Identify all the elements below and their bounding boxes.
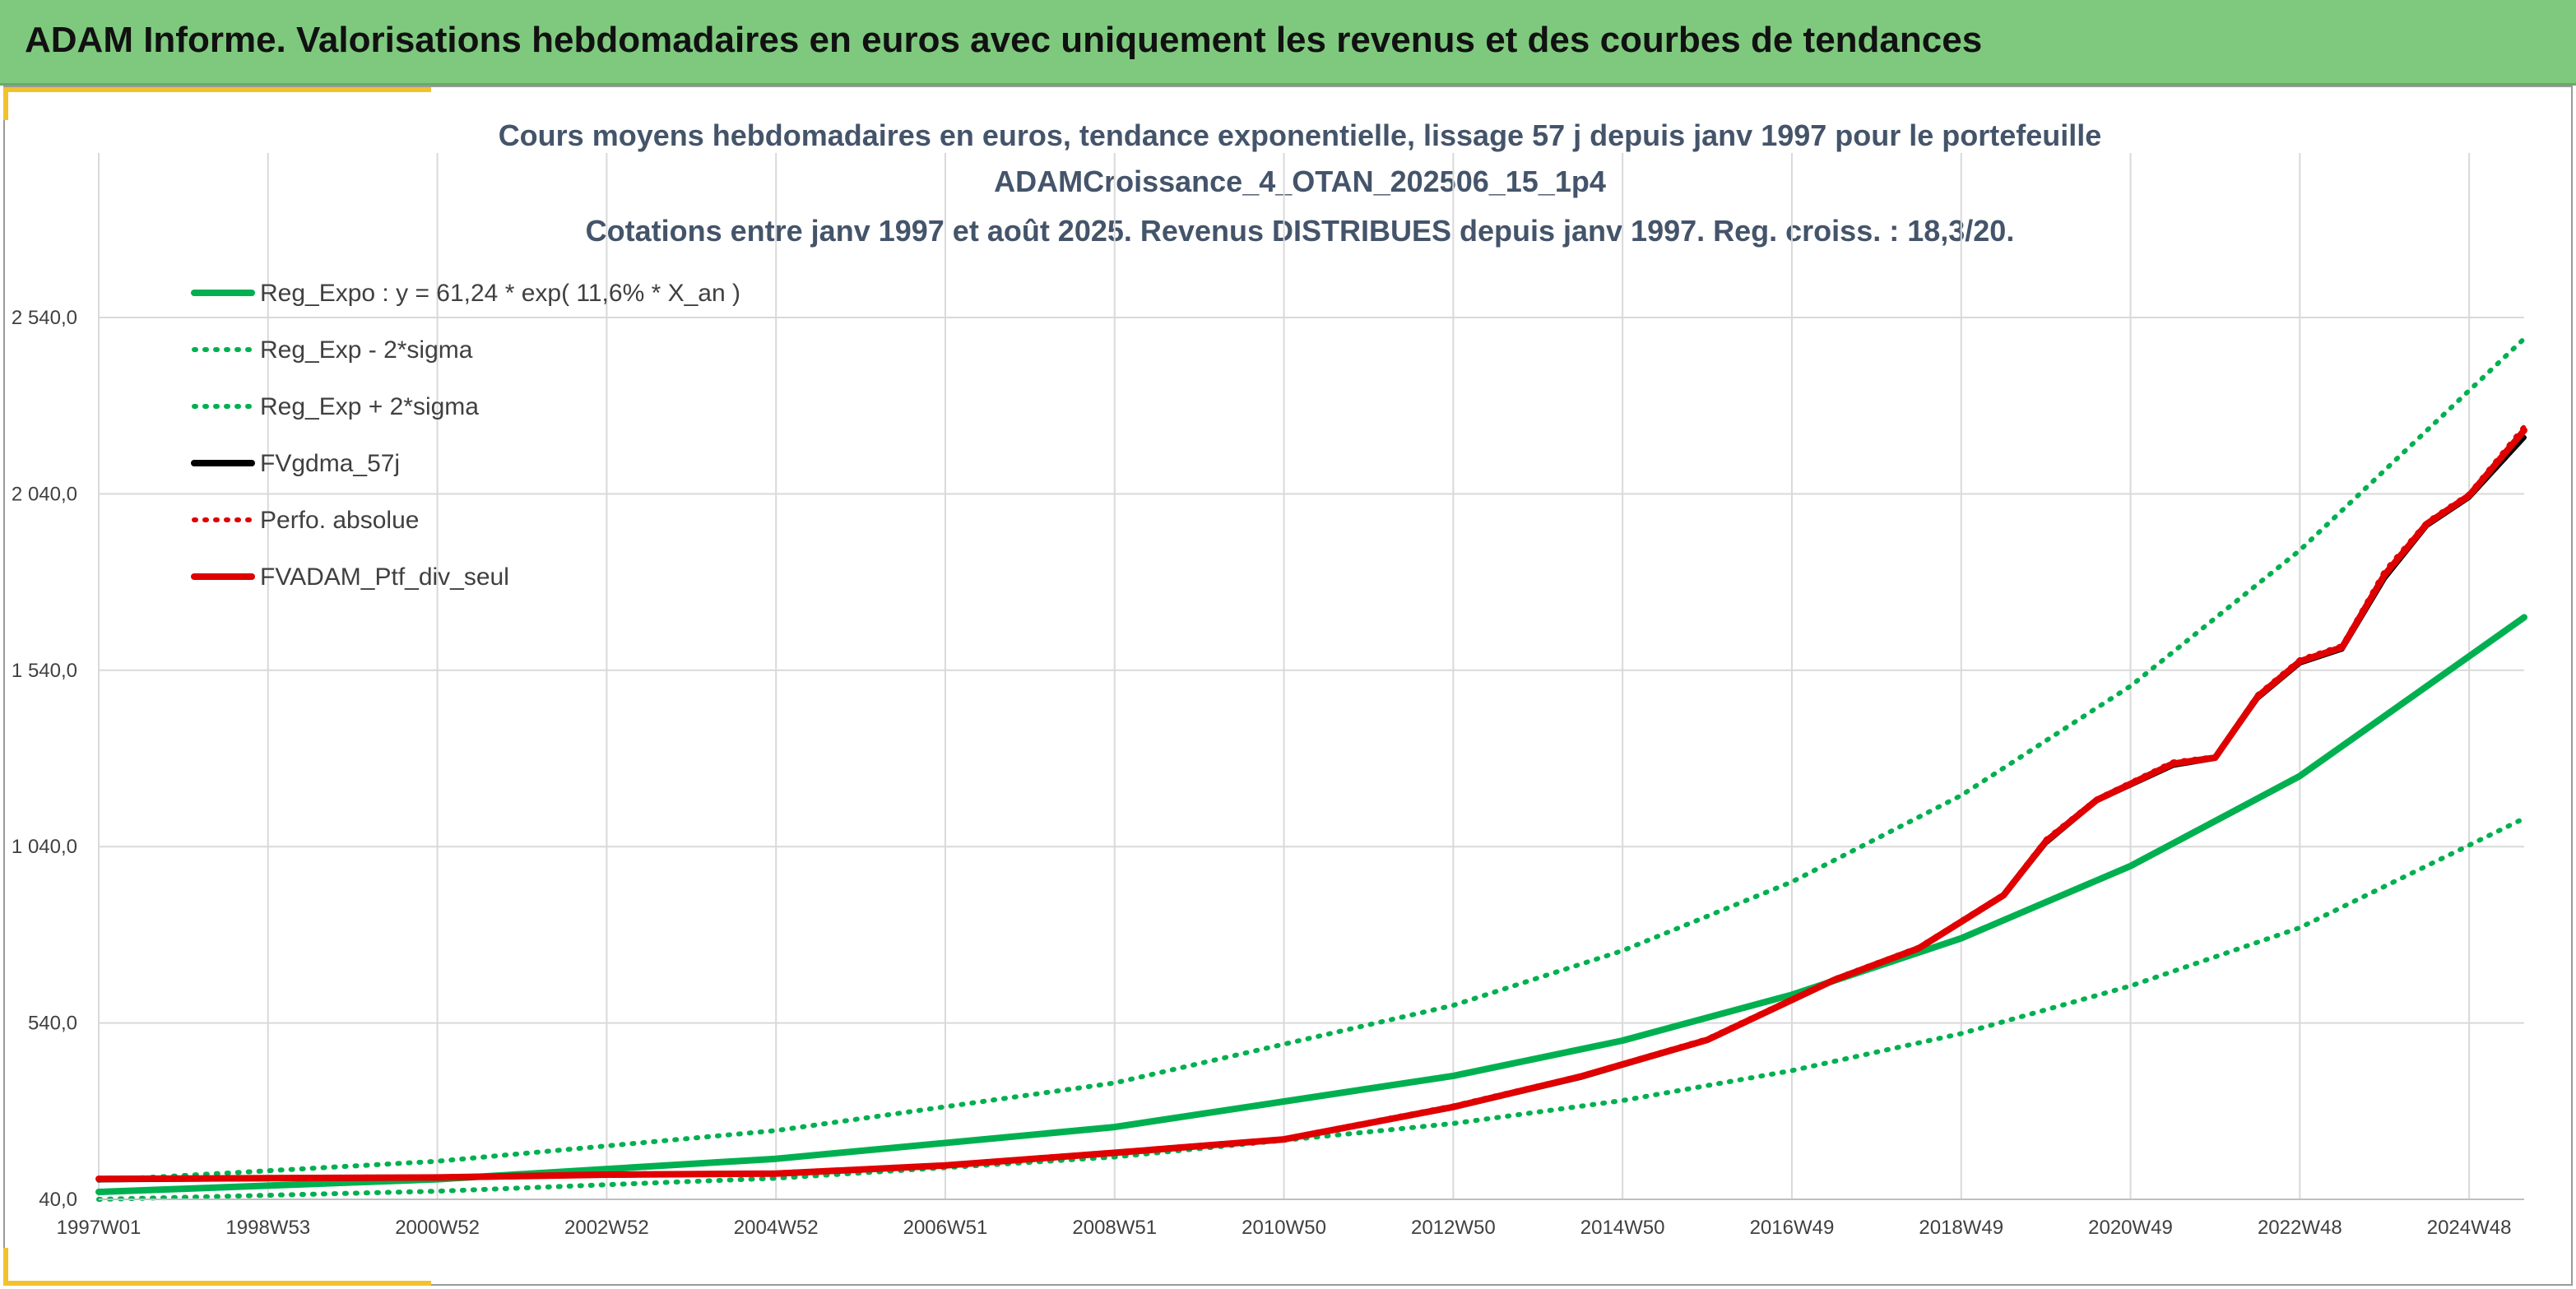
x-tick-label: 2000W52 — [395, 1217, 480, 1239]
legend-label: Reg_Exp - 2*sigma — [260, 336, 473, 364]
plot-series — [95, 336, 2527, 1202]
banner-title: ADAM Informe. Valorisations hebdomadaire… — [25, 20, 1983, 60]
legend-label: Perfo. absolue — [260, 507, 419, 534]
x-tick-label: 2018W49 — [1919, 1217, 2003, 1239]
series-line-2 — [96, 336, 2527, 1183]
legend-label: Reg_Expo : y = 61,24 * exp( 11,6% * X_an… — [260, 280, 740, 307]
accent-top-left-edge — [3, 87, 8, 120]
x-tick-label: 2010W50 — [1242, 1217, 1326, 1239]
legend: Reg_Expo : y = 61,24 * exp( 11,6% * X_an… — [191, 280, 740, 591]
accent-top-left-bar — [3, 87, 431, 92]
chart-title: Cours moyens hebdomadaires en euros, ten… — [499, 118, 2102, 248]
chart-title-line-1: Cours moyens hebdomadaires en euros, ten… — [499, 118, 2102, 152]
x-tick-label: 2020W49 — [2088, 1217, 2173, 1239]
x-tick-label: 1998W53 — [225, 1217, 310, 1239]
chart-title-line-3: Cotations entre janv 1997 et août 2025. … — [586, 214, 2015, 248]
x-tick-label: 2014W50 — [1580, 1217, 1665, 1239]
series-line-0 — [95, 614, 2527, 1195]
header-banner: ADAM Informe. Valorisations hebdomadaire… — [0, 0, 2576, 86]
x-tick-label: 2002W52 — [564, 1217, 649, 1239]
legend-label: FVgdma_57j — [260, 450, 400, 477]
series-line-5 — [95, 427, 2527, 1183]
x-tick-label: 1997W01 — [57, 1217, 142, 1239]
x-tick-label: 2024W48 — [2427, 1217, 2512, 1239]
y-tick-label: 1 540,0 — [12, 660, 77, 682]
x-tick-label: 2006W51 — [903, 1217, 988, 1239]
accent-bottom-left-bar — [3, 1281, 431, 1286]
y-tick-label: 2 540,0 — [12, 307, 77, 329]
grid — [98, 153, 2524, 1200]
y-tick-label: 1 040,0 — [12, 836, 77, 858]
y-tick-label: 2 040,0 — [12, 483, 77, 505]
axes: 40,0 540,0 1 040,0 1 540,0 2 040,0 2 540,0 199… — [12, 307, 2524, 1239]
y-tick-label: 540,0 — [28, 1013, 77, 1035]
series-line-4 — [96, 424, 2527, 1181]
accent-bottom-left-edge — [3, 1248, 8, 1286]
x-tick-label: 2012W50 — [1411, 1217, 1496, 1239]
legend-label: FVADAM_Ptf_div_seul — [260, 563, 509, 591]
y-tick-label: 40,0 — [39, 1189, 77, 1211]
series-line-1 — [96, 815, 2527, 1202]
series-line-3 — [96, 434, 2527, 1183]
chart-title-line-2: ADAMCroissance_4_OTAN_202506_15_1p4 — [994, 165, 1606, 198]
x-tick-label: 2022W48 — [2258, 1217, 2342, 1239]
x-tick-label: 2004W52 — [734, 1217, 819, 1239]
x-tick-label: 2008W51 — [1072, 1217, 1157, 1239]
x-tick-label: 2016W49 — [1750, 1217, 1835, 1239]
chart-frame — [3, 86, 2573, 1286]
legend-label: Reg_Exp + 2*sigma — [260, 393, 479, 420]
